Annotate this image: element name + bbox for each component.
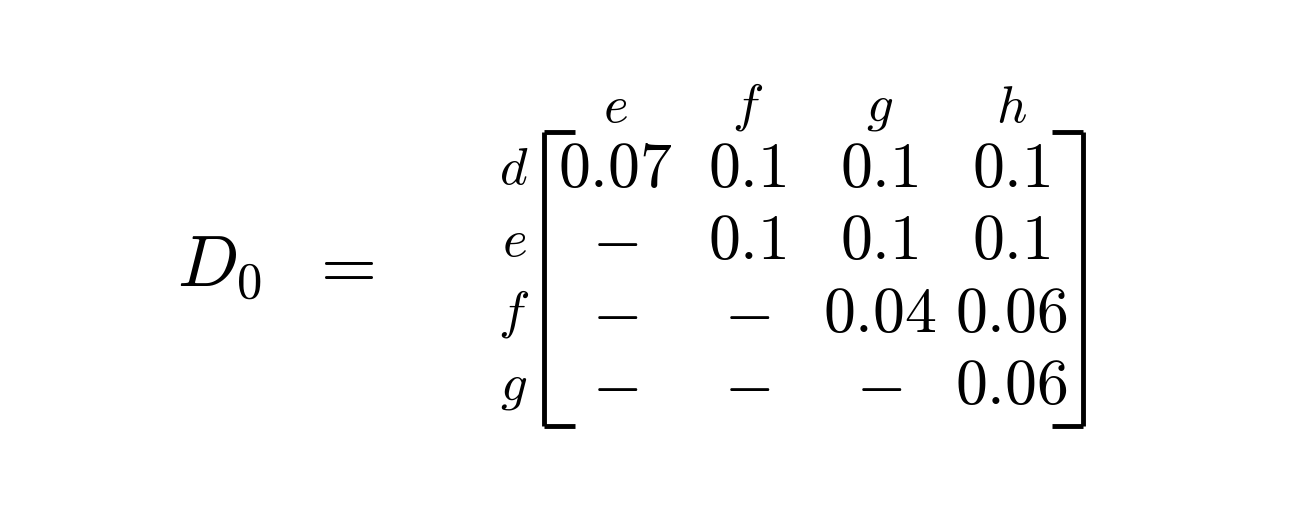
Text: $-$: $-$ [724,283,770,344]
Text: $g$: $g$ [500,360,528,411]
Text: $d$: $d$ [499,144,529,195]
Text: $0.1$: $0.1$ [840,211,918,272]
Text: $0.06$: $0.06$ [955,355,1068,416]
Text: $D_0$: $D_0$ [177,231,262,302]
Text: $f$: $f$ [732,81,764,133]
Text: $-$: $-$ [592,283,639,344]
Text: $g$: $g$ [866,82,893,133]
Text: $f$: $f$ [498,287,529,339]
Text: $0.06$: $0.06$ [955,283,1068,344]
Text: $e$: $e$ [603,82,627,133]
Text: $-$: $-$ [592,355,639,416]
Text: $-$: $-$ [857,355,903,416]
Text: $-$: $-$ [592,211,639,272]
Text: $0.1$: $0.1$ [972,211,1051,272]
Text: $0.1$: $0.1$ [972,139,1051,200]
Text: $e$: $e$ [502,216,527,267]
Text: $0.1$: $0.1$ [709,211,787,272]
Text: $0.1$: $0.1$ [840,139,918,200]
Text: $0.04$: $0.04$ [823,283,937,344]
Text: $-$: $-$ [724,355,770,416]
Text: $h$: $h$ [996,82,1027,133]
Text: $0.1$: $0.1$ [709,139,787,200]
Text: $0.07$: $0.07$ [558,139,673,200]
Text: $=$: $=$ [308,231,375,302]
